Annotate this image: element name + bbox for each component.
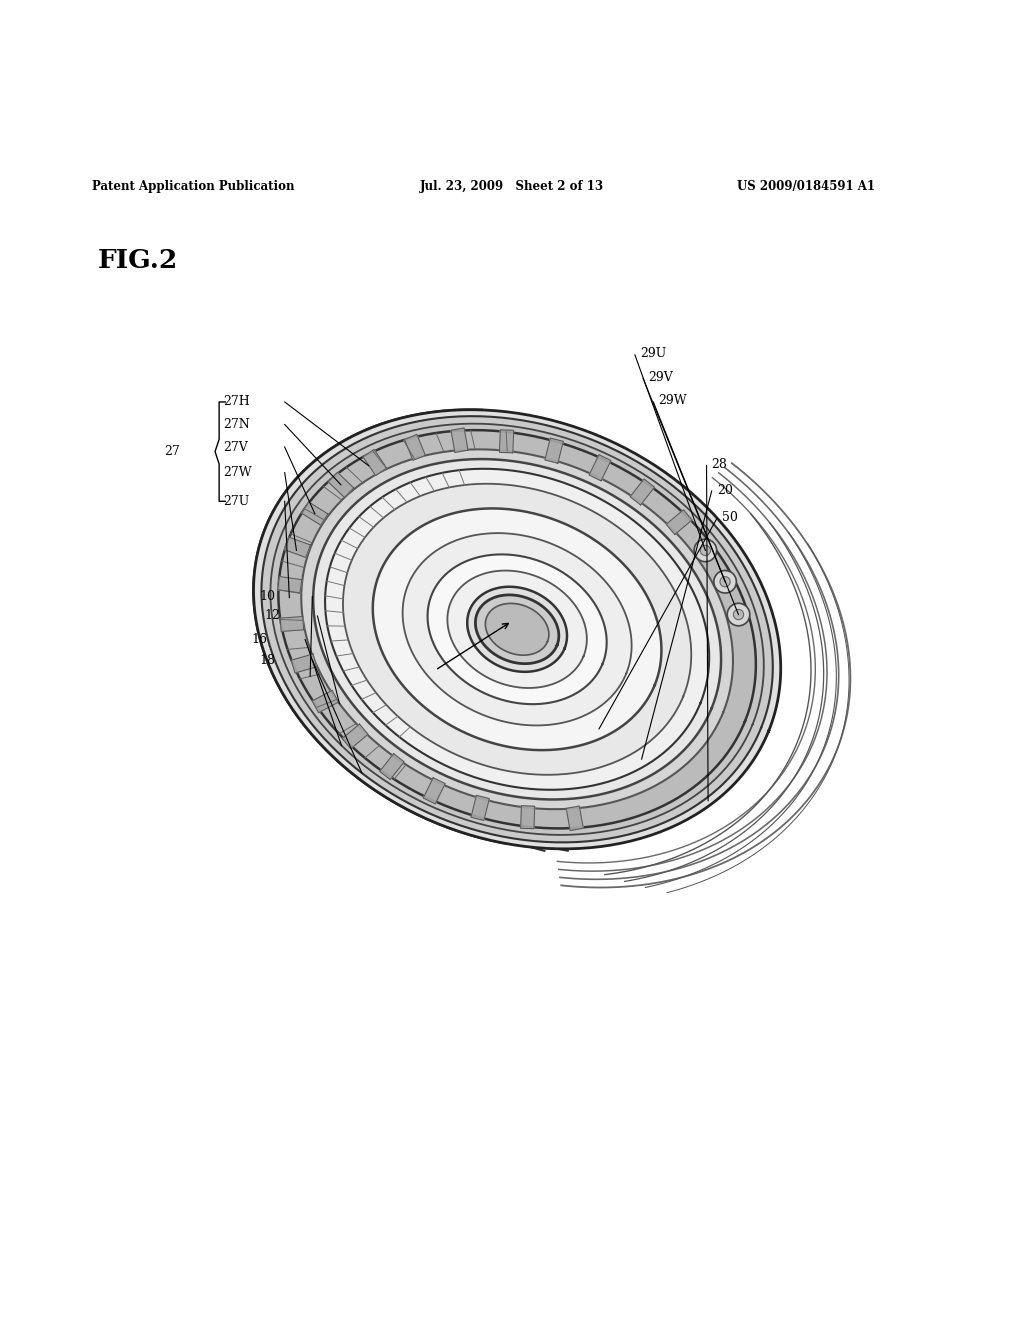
Polygon shape <box>423 777 445 804</box>
Text: 27U: 27U <box>223 495 250 508</box>
Polygon shape <box>270 424 764 836</box>
Circle shape <box>714 570 736 593</box>
Polygon shape <box>480 598 554 660</box>
Polygon shape <box>589 454 611 480</box>
Text: 20: 20 <box>717 483 733 496</box>
Polygon shape <box>500 430 514 453</box>
Polygon shape <box>364 449 387 475</box>
Text: 28: 28 <box>712 458 728 471</box>
Circle shape <box>694 539 717 562</box>
Text: 16: 16 <box>252 634 268 645</box>
Polygon shape <box>342 725 368 748</box>
Polygon shape <box>281 616 304 631</box>
Polygon shape <box>343 483 691 775</box>
Polygon shape <box>254 409 780 849</box>
Polygon shape <box>261 416 773 842</box>
Polygon shape <box>447 570 587 688</box>
Polygon shape <box>329 473 353 498</box>
Text: 18: 18 <box>259 653 275 667</box>
Polygon shape <box>301 449 733 809</box>
Polygon shape <box>312 690 338 713</box>
Polygon shape <box>373 508 662 750</box>
Polygon shape <box>313 459 721 800</box>
Polygon shape <box>402 533 632 726</box>
Polygon shape <box>630 479 654 506</box>
Text: 12: 12 <box>264 610 281 623</box>
Text: 50: 50 <box>722 511 738 524</box>
Polygon shape <box>667 510 692 535</box>
Polygon shape <box>428 554 606 704</box>
Text: 29W: 29W <box>658 395 687 408</box>
Text: 29V: 29V <box>648 371 673 384</box>
Text: 29U: 29U <box>640 347 667 360</box>
Text: 10: 10 <box>259 590 275 603</box>
Polygon shape <box>325 469 710 789</box>
Polygon shape <box>520 805 535 829</box>
Polygon shape <box>278 577 302 593</box>
Polygon shape <box>566 807 584 830</box>
Text: Patent Application Publication: Patent Application Publication <box>92 181 295 194</box>
Text: US 2009/0184591 A1: US 2009/0184591 A1 <box>737 181 876 194</box>
Text: 27H: 27H <box>223 396 250 408</box>
Polygon shape <box>285 537 310 557</box>
Circle shape <box>727 603 750 626</box>
Polygon shape <box>475 595 559 664</box>
Circle shape <box>720 577 730 587</box>
Polygon shape <box>485 603 549 655</box>
Text: 27W: 27W <box>223 466 252 479</box>
Polygon shape <box>471 796 489 821</box>
Circle shape <box>733 610 743 619</box>
Polygon shape <box>404 434 425 461</box>
Text: 27: 27 <box>164 445 179 458</box>
Polygon shape <box>279 430 756 829</box>
Polygon shape <box>291 653 316 673</box>
Polygon shape <box>380 754 404 780</box>
Text: 27N: 27N <box>223 418 250 430</box>
Polygon shape <box>467 586 567 672</box>
Text: Jul. 23, 2009   Sheet 2 of 13: Jul. 23, 2009 Sheet 2 of 13 <box>420 181 604 194</box>
Polygon shape <box>302 502 328 525</box>
Polygon shape <box>451 428 468 453</box>
Text: FIG.2: FIG.2 <box>97 248 177 273</box>
Text: 27V: 27V <box>223 441 248 454</box>
Circle shape <box>700 545 711 556</box>
Polygon shape <box>545 438 563 463</box>
